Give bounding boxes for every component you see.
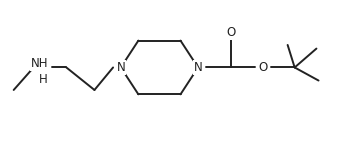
Text: N: N (194, 61, 202, 74)
Text: O: O (227, 26, 236, 39)
Text: N: N (116, 61, 125, 74)
Text: H: H (39, 73, 47, 86)
Text: NH: NH (31, 57, 49, 70)
Text: O: O (258, 61, 268, 74)
